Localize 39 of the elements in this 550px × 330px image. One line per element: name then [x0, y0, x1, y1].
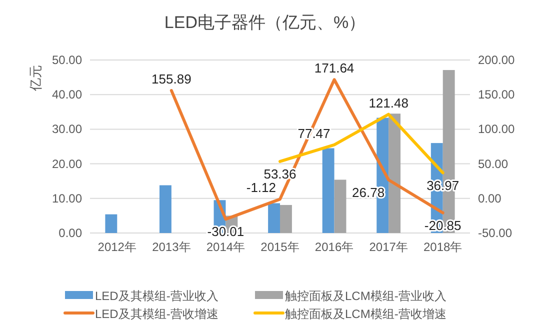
data-label: -20.85 [424, 218, 462, 233]
y2-tick-label: 0.00 [478, 191, 502, 206]
legend-label: LED及其模组-营业收入 [95, 289, 218, 303]
data-label: 36.97 [426, 178, 460, 193]
bar [388, 114, 401, 233]
x-tick-label: 2013年 [152, 240, 191, 254]
chart-title: LED电子器件（亿元、%） [164, 13, 366, 32]
legend-label: LED及其模组-营收增速 [95, 307, 218, 321]
bar [268, 203, 280, 233]
y-tick-label: 50.00 [52, 53, 82, 67]
y2-tick-label: 100.00 [478, 122, 516, 136]
x-tick-label: 2017年 [369, 240, 408, 254]
y-tick-label: 10.00 [52, 191, 82, 206]
y-tick-label: 0.00 [58, 226, 82, 240]
y-tick-label: 40.00 [52, 88, 82, 102]
bar [105, 214, 118, 233]
data-label: 155.89 [152, 72, 192, 87]
bar [322, 148, 334, 233]
bar [159, 185, 172, 233]
data-label: 171.64 [314, 60, 354, 76]
bar [334, 180, 346, 233]
y2-tick-label: 150.00 [478, 88, 516, 102]
legend-label: 触控面板及LCM模组-营收增速 [285, 307, 446, 321]
y-axis-title: 亿元 [28, 65, 43, 92]
bar [280, 204, 292, 233]
x-tick-label: 2016年 [314, 240, 354, 254]
y2-tick-label: -50.00 [478, 226, 512, 240]
x-tick-label: 2018年 [424, 240, 462, 254]
y2-tick-label: 200.00 [478, 53, 516, 67]
x-tick-label: 2014年 [206, 240, 246, 254]
legend-label: 触控面板及LCM模组-营业收入 [285, 289, 446, 303]
y2-tick-label: 50.00 [478, 156, 508, 171]
x-tick-label: 2015年 [260, 240, 300, 254]
data-label: -30.01 [207, 224, 244, 240]
y-tick-label: 20.00 [52, 156, 82, 171]
y-tick-label: 30.00 [52, 122, 82, 136]
data-label: -1.12 [246, 180, 276, 196]
x-tick-label: 2012年 [98, 240, 136, 254]
data-label: 121.48 [368, 95, 408, 110]
